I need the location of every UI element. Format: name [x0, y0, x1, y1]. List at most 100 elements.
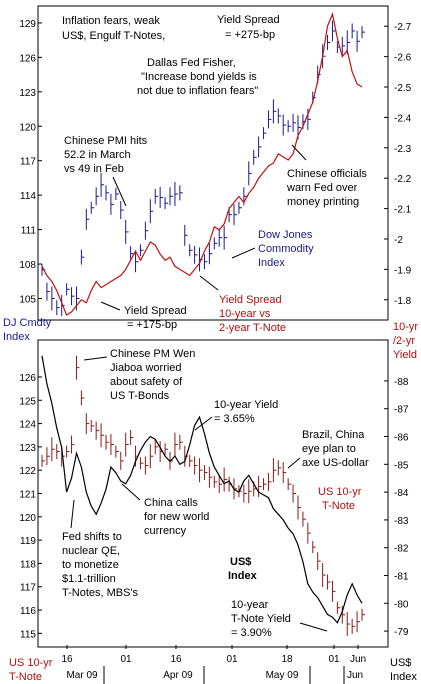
annotation-djci: Dow Jones Commodity Index: [258, 229, 314, 269]
top-left-tick-label: 111: [21, 226, 37, 237]
chinese-officials-line3: money printing: [287, 196, 359, 208]
tenyr-390-line1: 10-year: [231, 599, 269, 611]
fed-line3: to monetize: [62, 559, 119, 571]
right-yield-title-line2: /2-yr: [393, 335, 415, 347]
spread-mid-line2: 10-year vs: [219, 308, 271, 320]
pmi-pointer-line: [112, 176, 127, 207]
x-tick-label: 16: [61, 654, 73, 665]
top-left-tick-label: 120: [19, 122, 36, 133]
dallas-fed-line2: "Increase bond yields is: [141, 71, 257, 83]
top-right-tick-label: -2.7: [394, 22, 412, 33]
top-left-tick-label: 129: [19, 19, 36, 30]
tenyr-365-line1: 10-year Yield: [214, 399, 278, 411]
bottom-left-tick-label: 123: [19, 443, 36, 454]
bottom-right-title-line2: Index: [390, 671, 417, 683]
tenyr-390-line3: = 3.90%: [231, 627, 272, 639]
x-month-label: Jun: [347, 670, 363, 681]
djcmdty-axis-line1: DJ Cmdty: [3, 317, 52, 329]
chart-title-line1: Inflation fears, weak: [62, 15, 160, 27]
right-yield-title-line3: Yield: [393, 349, 417, 361]
spread-mid-pointer-line: [199, 275, 219, 291]
bottom-left-tick-label: 122: [19, 466, 36, 477]
usd-index-line1: US$: [230, 556, 251, 568]
top-panel-frame: [37, 5, 389, 321]
top-right-tick-label: -2.3: [394, 144, 412, 155]
x-month-label: Mar 09: [66, 670, 98, 681]
top-right-tick-label: -2.4: [394, 113, 412, 124]
spread-175-line2: = +175-bp: [127, 319, 177, 331]
djci-pointer-line: [231, 247, 256, 259]
x-tick-label: 01: [120, 654, 132, 665]
annotation-yield-spread-275: Yield Spread = +275-bp: [217, 14, 280, 41]
spread-mid-line1: Yield Spread: [219, 294, 282, 306]
chinese-officials-line1: Chinese officials: [287, 168, 367, 180]
x-month-label: May 09: [266, 670, 299, 681]
annotation-10yr-390: 10-year T-Note Yield = 3.90%: [231, 599, 291, 639]
djcmdty-axis-line2: Index: [3, 331, 30, 343]
left-axis-title-top: DJ Cmdty Index: [3, 317, 52, 343]
bottom-right-tick-label: -81: [394, 572, 409, 583]
fed-line4: $1.1-trillion: [62, 573, 116, 585]
bottom-left-title-line2: T-Note: [9, 671, 42, 683]
top-left-tick-label: 117: [20, 157, 36, 168]
top-left-tick-label: 126: [19, 53, 36, 64]
annotation-china-calls: China calls for new world currency: [144, 497, 209, 537]
bottom-left-tick-label: 120: [19, 513, 36, 524]
tenyr-365-pointer-line: [194, 416, 213, 431]
fed-pointer-line: [70, 499, 75, 529]
annotation-fed-qe: Fed shifts to nuclear QE, to monetize $1…: [62, 531, 139, 599]
wen-line3: about safety of: [110, 376, 183, 388]
x-axis: 16 01 16 01 18 01 Jun Mar 09 Apr 09 May 09 Jun: [61, 645, 366, 684]
annotation-spread-175: Yield Spread = +175-bp: [124, 305, 187, 331]
wen-pointer-line: [83, 356, 108, 361]
annotation-wen-jiabao: Chinese PM Wen Jiaboa worried about safe…: [110, 348, 195, 402]
bottom-series-layer: [41, 355, 365, 637]
annotation-chinese-officials: Chinese officials warn Fed over money pr…: [286, 168, 367, 208]
china-calls-line2: for new world: [144, 511, 209, 523]
x-tick-label: 16: [170, 654, 182, 665]
annotation-tnote-right: US 10-yr T-Note: [318, 486, 362, 512]
top-left-tick-label: 123: [19, 88, 36, 99]
chinese-pmi-line2: 52.2 in March: [64, 149, 131, 161]
bottom-right-tick-label: -80: [394, 599, 409, 610]
bottom-right-tick-label: -83: [394, 516, 409, 527]
right-axis-title-bottom: US$ Index: [390, 657, 417, 683]
chinese-pmi-line3: vs 49 in Feb: [64, 163, 124, 175]
china-calls-pointer-line: [121, 483, 141, 501]
top-line-series: [41, 12, 363, 316]
china-calls-line3: currency: [144, 525, 187, 537]
bottom-left-tick-label: 125: [19, 396, 36, 407]
top-left-tick-label: 108: [19, 260, 36, 271]
bottom-left-tick-label: 118: [20, 559, 36, 570]
dallas-fed-line1: Dallas Fed Fisher,: [147, 57, 236, 69]
annotation-10yr-365: 10-year Yield = 3.65%: [214, 399, 278, 425]
bottom-right-tick-label: -79: [394, 627, 409, 638]
top-left-tick-label: 105: [19, 294, 36, 305]
right-axis-title-top: 10-yr /2-yr Yield: [393, 321, 418, 361]
annotation-chinese-pmi: Chinese PMI hits 52.2 in March vs 49 in …: [64, 135, 148, 175]
chart-title-line2: US$, Engulf T-Notes,: [62, 30, 165, 42]
brazil-line3: axe US-dollar: [302, 457, 369, 469]
top-left-tick-label: 114: [20, 191, 36, 202]
bottom-line-series: [41, 355, 363, 624]
bottom-left-tick-label: 126: [19, 373, 36, 384]
top-axis-ticks: 105 108 111 114 117 120 123 126 129 -1.8 -1.9 -2 -2.…: [19, 19, 411, 307]
top-chart-title: Inflation fears, weak US$, Engulf T-Note…: [62, 15, 165, 42]
officials-pointer-line: [291, 144, 307, 161]
bottom-right-tick-label: -87: [394, 405, 409, 416]
bottom-axis-ticks: 115 116 117 118 119 120 121 122 123 124 125 126 -79 -…: [19, 373, 409, 640]
wen-line1: Chinese PM Wen: [110, 348, 195, 360]
china-calls-line1: China calls: [144, 497, 198, 509]
brazil-line1: Brazil, China: [302, 429, 365, 441]
bottom-left-tick-label: 121: [19, 490, 36, 501]
top-right-tick-label: -1.8: [394, 296, 412, 307]
annotation-brazil-china: Brazil, China eye plan to axe US-dollar: [302, 429, 369, 469]
bottom-left-tick-label: 119: [20, 536, 36, 547]
bottom-right-tick-label: -86: [394, 433, 409, 444]
usd-index-line2: Index: [228, 570, 258, 582]
tenyr-390-pointer-line: [299, 622, 328, 632]
x-tick-label: 18: [281, 654, 293, 665]
bottom-left-tick-label: 115: [20, 629, 36, 640]
fed-line2: nuclear QE,: [62, 545, 120, 557]
